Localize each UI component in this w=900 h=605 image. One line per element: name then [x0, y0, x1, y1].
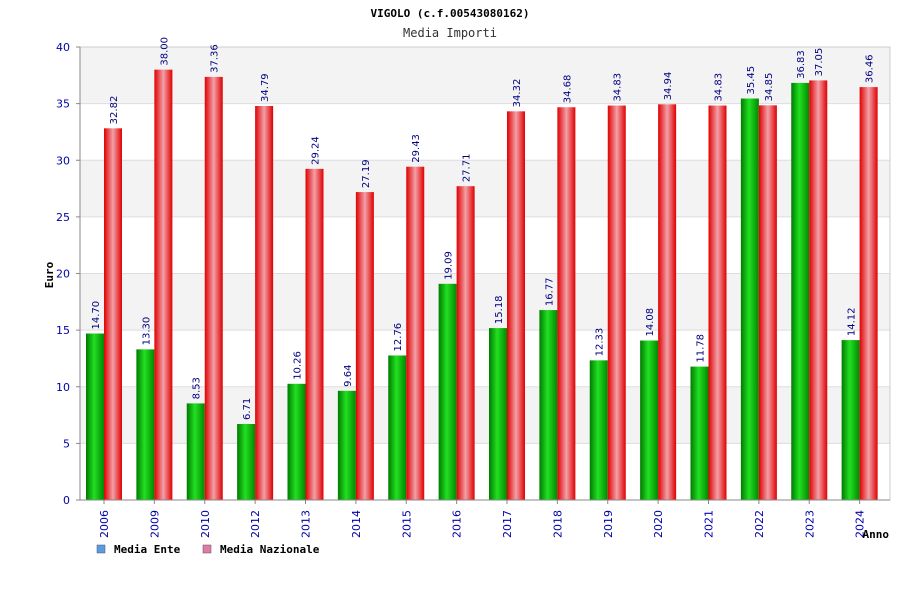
x-tick-label-2019: 2019 [602, 510, 615, 538]
bar-media-nazionale-2022 [758, 105, 777, 500]
y-axis-label: Euro [43, 261, 56, 288]
bar-media-ente-2024 [841, 340, 860, 500]
bar-media-ente-2019 [589, 360, 608, 500]
bar-media-ente-2018 [539, 310, 558, 500]
bar-media-nazionale-2017 [507, 111, 525, 501]
data-label-media-nazionale-2006: 32.82 [109, 96, 120, 125]
data-label-media-ente-2020: 14.08 [645, 308, 656, 337]
x-tick-label-2014: 2014 [350, 510, 363, 538]
y-tick-label: 30 [56, 154, 70, 167]
bar-media-ente-2009 [136, 349, 155, 500]
data-label-media-ente-2019: 12.33 [595, 328, 606, 357]
x-tick-label-2021: 2021 [703, 510, 716, 538]
bar-media-nazionale-2018 [557, 107, 576, 501]
bar-media-nazionale-2014 [355, 192, 374, 501]
data-label-media-ente-2012: 6.71 [242, 398, 253, 420]
data-label-media-ente-2016: 19.09 [444, 251, 455, 280]
data-label-media-nazionale-2012: 34.79 [260, 73, 271, 102]
x-tick-label-2020: 2020 [652, 510, 665, 538]
data-label-media-nazionale-2022: 34.85 [764, 73, 775, 102]
data-label-media-ente-2017: 15.18 [494, 295, 505, 324]
bar-media-nazionale-2020 [658, 104, 677, 500]
x-tick-label-2013: 2013 [300, 510, 313, 538]
y-tick-label: 0 [63, 494, 70, 507]
data-label-media-ente-2014: 9.64 [343, 365, 354, 387]
data-label-media-nazionale-2021: 34.83 [714, 73, 725, 102]
x-axis-label: Anno [863, 528, 890, 541]
data-label-media-ente-2023: 36.83 [796, 50, 807, 79]
data-label-media-nazionale-2017: 34.32 [512, 79, 523, 108]
legend-label-media-ente: Media Ente [114, 543, 181, 556]
bar-media-nazionale-2012 [255, 106, 274, 501]
bar-media-nazionale-2009 [154, 69, 173, 501]
bar-media-ente-2016 [438, 283, 457, 500]
legend-label-media-nazionale: Media Nazionale [220, 543, 320, 556]
bar-media-ente-2015 [388, 355, 407, 500]
chart-subtitle: Media Importi [403, 26, 497, 40]
y-tick-label: 10 [56, 381, 70, 394]
data-label-media-nazionale-2010: 37.36 [210, 44, 221, 73]
x-tick-label-2024: 2024 [854, 510, 867, 538]
x-tick-label-2015: 2015 [400, 510, 413, 538]
bar-media-ente-2022 [740, 98, 759, 500]
x-tick-label-2009: 2009 [148, 510, 161, 538]
data-label-media-ente-2010: 8.53 [192, 377, 203, 399]
bar-media-nazionale-2024 [859, 87, 878, 500]
x-tick-label-2018: 2018 [551, 510, 564, 538]
x-tick-label-2006: 2006 [98, 510, 111, 538]
data-label-media-nazionale-2016: 27.71 [462, 154, 473, 183]
bar-media-ente-2023 [791, 82, 810, 500]
x-tick-label-2022: 2022 [753, 510, 766, 538]
chart-title: VIGOLO (c.f.00543080162) [371, 7, 530, 20]
bar-media-ente-2012 [237, 424, 256, 500]
data-label-media-nazionale-2015: 29.43 [411, 134, 422, 163]
data-label-media-ente-2018: 16.77 [544, 277, 555, 306]
bar-media-nazionale-2006 [104, 128, 122, 500]
data-label-media-ente-2024: 14.12 [847, 307, 858, 336]
x-tick-label-2017: 2017 [501, 510, 514, 538]
bar-media-ente-2006 [86, 333, 104, 500]
bar-media-nazionale-2023 [809, 80, 828, 500]
data-label-media-nazionale-2023: 37.05 [814, 48, 825, 77]
bar-media-nazionale-2010 [204, 76, 223, 500]
x-tick-label-2012: 2012 [249, 510, 262, 538]
bar-media-nazionale-2013 [305, 168, 324, 500]
bar-media-ente-2010 [186, 403, 205, 500]
data-label-media-ente-2006: 14.70 [91, 301, 102, 330]
legend-swatch-media-ente [96, 544, 106, 554]
bar-media-ente-2013 [287, 383, 306, 500]
y-tick-label: 25 [56, 211, 70, 224]
data-label-media-nazionale-2020: 34.94 [663, 72, 674, 101]
data-label-media-ente-2013: 10.26 [293, 351, 304, 380]
y-tick-label: 20 [56, 268, 70, 281]
data-label-media-nazionale-2009: 38.00 [159, 37, 170, 66]
legend-swatch-media-nazionale [202, 544, 212, 554]
bar-media-ente-2017 [489, 328, 507, 500]
data-label-media-ente-2015: 12.76 [393, 323, 404, 352]
data-label-media-nazionale-2019: 34.83 [613, 73, 624, 102]
y-tick-label: 5 [63, 437, 70, 450]
bar-media-nazionale-2019 [607, 105, 626, 501]
bar-media-nazionale-2021 [708, 105, 727, 501]
x-tick-label-2023: 2023 [803, 510, 816, 538]
y-tick-label: 35 [56, 98, 70, 111]
x-tick-label-2016: 2016 [451, 510, 464, 538]
bar-media-nazionale-2016 [456, 186, 475, 500]
y-tick-label: 15 [56, 324, 70, 337]
data-label-media-nazionale-2014: 27.19 [361, 159, 372, 188]
x-tick-label-2010: 2010 [199, 510, 212, 538]
y-tick-label: 40 [56, 41, 70, 54]
data-label-media-nazionale-2013: 29.24 [311, 136, 322, 165]
bar-media-nazionale-2015 [406, 166, 425, 500]
data-label-media-nazionale-2018: 34.68 [562, 75, 573, 104]
bar-media-ente-2020 [640, 340, 659, 500]
data-label-media-ente-2022: 35.45 [746, 66, 757, 95]
bar-media-ente-2021 [690, 366, 709, 500]
data-label-media-ente-2021: 11.78 [696, 334, 707, 363]
data-label-media-ente-2009: 13.30 [141, 317, 152, 346]
data-label-media-nazionale-2024: 36.46 [865, 54, 876, 83]
bar-media-ente-2014 [337, 390, 356, 500]
